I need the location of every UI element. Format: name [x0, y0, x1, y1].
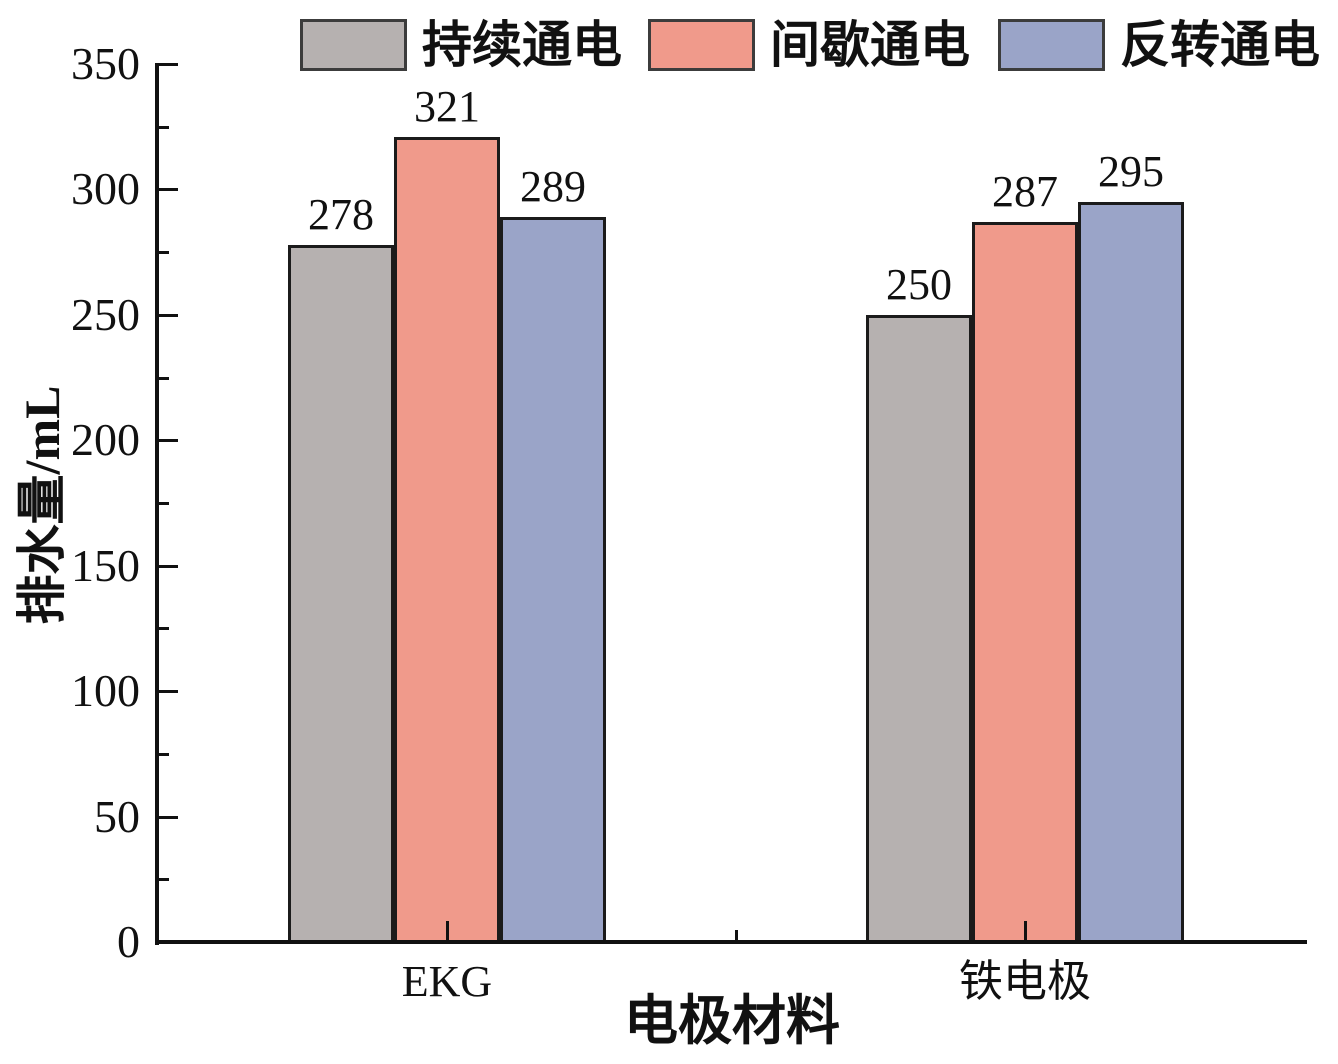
bar-s2-c0: [500, 217, 606, 942]
y-tick-label: 250: [71, 288, 140, 340]
y-major-tick: [159, 63, 178, 66]
y-major-tick: [159, 188, 178, 192]
legend-swatch-icon: [300, 19, 407, 71]
y-minor-tick: [159, 878, 169, 882]
y-major-tick: [159, 564, 178, 568]
bar-s0-c0: [288, 245, 394, 942]
x-category-label: EKG: [401, 957, 493, 1006]
y-minor-tick: [159, 125, 169, 129]
bar-s1-c0: [394, 137, 500, 942]
x-major-tick: [446, 921, 449, 941]
bar-s2-c1: [1078, 202, 1184, 942]
y-major-tick: [159, 313, 178, 317]
legend-label: 间歇通电: [770, 17, 970, 73]
y-tick-label: 50: [94, 790, 140, 842]
y-minor-tick: [159, 502, 169, 505]
legend-label: 反转通电: [1120, 17, 1320, 73]
y-tick-label: 300: [71, 163, 140, 215]
bar-value-label: 289: [520, 162, 586, 211]
x-axis-spine: [155, 940, 1307, 944]
y-minor-tick: [159, 752, 169, 756]
y-minor-tick: [159, 251, 169, 255]
y-minor-tick: [159, 376, 169, 380]
y-tick-label: 150: [71, 539, 140, 591]
y-tick-label: 100: [71, 665, 140, 717]
x-axis-title: 电极材料: [624, 991, 840, 1051]
bar-s1-c1: [972, 222, 1078, 942]
y-tick-label: 350: [71, 38, 140, 89]
bar-value-label: 295: [1098, 147, 1164, 196]
y-major-tick: [159, 941, 178, 944]
bar-value-label: 321: [414, 82, 480, 131]
legend-swatch-icon: [998, 19, 1105, 71]
y-tick-label: 200: [71, 414, 140, 466]
y-tick-label: 0: [117, 916, 140, 967]
legend-swatch-icon: [648, 19, 755, 71]
y-major-tick: [159, 690, 178, 694]
x-major-tick: [1024, 921, 1027, 941]
bar-value-label: 278: [308, 190, 374, 239]
legend-label: 持续通电: [422, 17, 622, 73]
x-minor-tick: [735, 930, 738, 941]
y-major-tick: [159, 439, 178, 443]
x-category-label: 铁电极: [959, 957, 1091, 1006]
y-axis-spine: [155, 63, 159, 945]
y-major-tick: [159, 815, 178, 819]
y-minor-tick: [159, 627, 169, 631]
bar-s0-c1: [866, 315, 972, 942]
bar-value-label: 250: [886, 260, 952, 309]
bar-value-label: 287: [992, 167, 1058, 216]
